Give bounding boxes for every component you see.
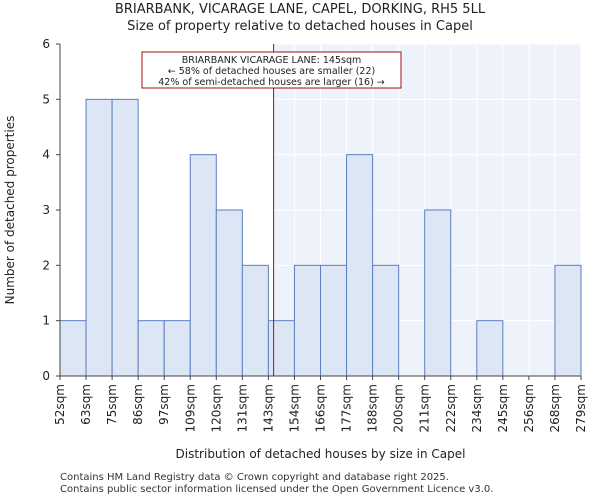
bar (476, 320, 504, 377)
y-tick-label: 1 (42, 314, 50, 328)
bar (320, 264, 348, 377)
bar (215, 209, 243, 377)
x-tick-label: 109sqm (183, 384, 197, 432)
chart-subtitle: Size of property relative to detached ho… (127, 19, 473, 34)
bar (424, 209, 452, 377)
bar (241, 264, 269, 377)
annotation-line: 42% of semi-detached houses are larger (… (158, 77, 385, 88)
x-tick-label: 234sqm (470, 384, 484, 432)
x-tick-label: 143sqm (261, 384, 275, 432)
x-tick-label: 120sqm (209, 384, 223, 432)
x-tick-label: 222sqm (444, 384, 458, 432)
bar (59, 320, 87, 377)
annotation-line: BRIARBANK VICARAGE LANE: 145sqm (182, 55, 361, 66)
bar (346, 154, 374, 377)
annotation-line: ← 58% of detached houses are smaller (22… (168, 66, 375, 77)
x-tick-label: 97sqm (157, 384, 171, 425)
chart-title: BRIARBANK, VICARAGE LANE, CAPEL, DORKING… (114, 2, 486, 17)
x-axis-title: Distribution of detached houses by size … (176, 447, 466, 461)
bar (293, 264, 322, 377)
y-tick-label: 3 (42, 203, 50, 217)
bar (85, 98, 113, 377)
annotation-box (141, 51, 402, 89)
bar (163, 320, 191, 377)
x-tick-label: 268sqm (548, 384, 562, 432)
x-tick-label: 75sqm (105, 384, 119, 425)
x-tick-label: 279sqm (574, 384, 588, 432)
x-tick-label: 200sqm (392, 384, 406, 432)
bar (189, 154, 217, 377)
x-tick-label: 177sqm (340, 384, 354, 432)
bar (267, 320, 295, 377)
bar (372, 264, 400, 377)
y-tick-label: 2 (42, 258, 50, 272)
bar (111, 98, 139, 377)
bar (554, 264, 582, 377)
bar (137, 320, 165, 377)
footer-licence: Contains public sector information licen… (60, 484, 494, 495)
x-tick-label: 131sqm (235, 384, 249, 432)
x-tick-label: 188sqm (366, 384, 380, 432)
histogram-chart: BRIARBANK VICARAGE LANE: 145sqm← 58% of … (3, 37, 588, 461)
y-tick-label: 4 (42, 148, 50, 162)
x-tick-label: 211sqm (418, 384, 432, 432)
x-tick-label: 256sqm (522, 384, 536, 432)
x-tick-label: 154sqm (287, 384, 301, 432)
x-tick-label: 86sqm (131, 384, 145, 425)
x-tick-label: 63sqm (79, 384, 93, 425)
y-tick-label: 5 (42, 92, 50, 106)
y-tick-label: 6 (42, 37, 50, 51)
y-tick-label: 0 (42, 369, 50, 383)
y-axis-title: Number of detached properties (3, 116, 17, 305)
x-tick-label: 245sqm (496, 384, 510, 432)
x-tick-label: 166sqm (314, 384, 328, 432)
footer-copyright: Contains HM Land Registry data © Crown c… (60, 472, 449, 483)
x-tick-label: 52sqm (53, 384, 67, 425)
